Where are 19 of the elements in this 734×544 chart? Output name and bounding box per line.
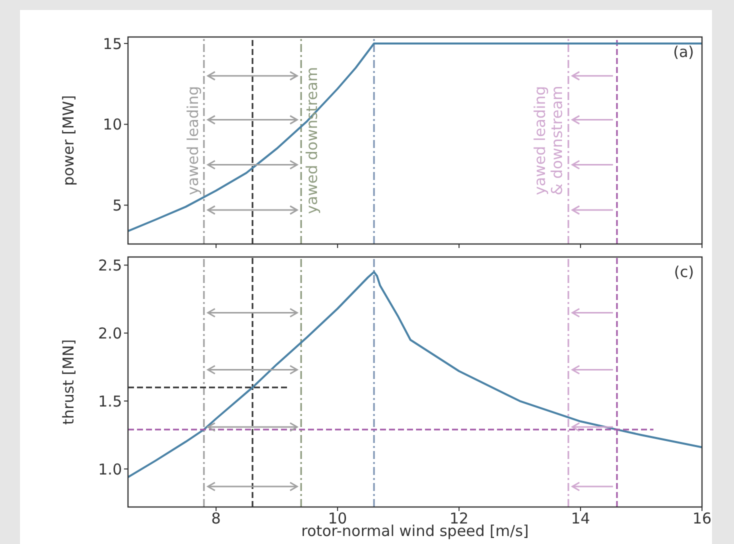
y-tick-label: 2.0 [98, 324, 122, 342]
x-tick-label: 8 [211, 510, 221, 528]
annotation: yawed leading & downstream [530, 86, 566, 196]
x-tick-label: 10 [328, 510, 348, 528]
annotation: (c) [674, 263, 694, 281]
y-tick-label: 2.5 [98, 256, 122, 274]
annotation: yawed leading [184, 86, 202, 196]
y-tick-label: 5 [112, 196, 122, 215]
annotation: yawed downstream [303, 67, 322, 214]
y-axis-title: power [MW] [59, 95, 78, 186]
x-tick-label: 12 [449, 510, 469, 528]
y-tick-label: 15 [102, 34, 122, 53]
x-tick-label: 14 [570, 510, 590, 528]
x-tick-label: 16 [692, 510, 712, 528]
y-tick-label: 1.0 [98, 460, 122, 478]
annotation: (a) [673, 43, 694, 61]
y-axis-title: thrust [MN] [59, 339, 78, 425]
y-tick-label: 10 [102, 116, 122, 134]
y-tick-label: 1.5 [98, 392, 122, 410]
